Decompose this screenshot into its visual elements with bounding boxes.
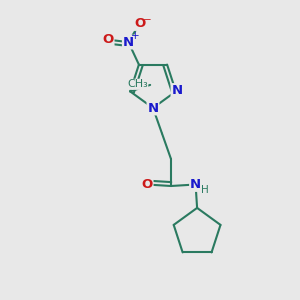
Text: −: − <box>143 15 152 25</box>
Text: O: O <box>141 178 153 191</box>
Text: N: N <box>147 101 159 115</box>
Text: N: N <box>123 36 134 49</box>
Text: CH₃: CH₃ <box>127 79 148 89</box>
Text: O: O <box>102 33 114 46</box>
Text: N: N <box>172 84 183 97</box>
Text: H: H <box>201 185 208 195</box>
Text: +: + <box>131 31 139 41</box>
Text: O: O <box>134 17 146 30</box>
Text: N: N <box>190 178 201 191</box>
